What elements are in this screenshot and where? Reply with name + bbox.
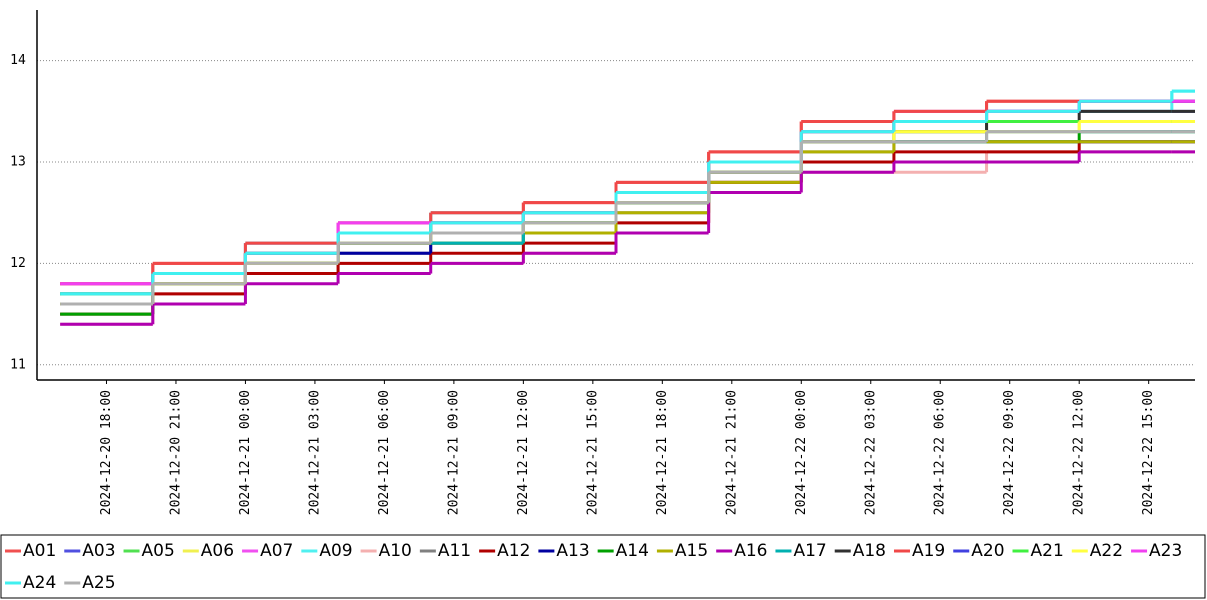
series xyxy=(60,120,1195,296)
x-tick-label: 2024-12-22 09:00 xyxy=(1002,390,1017,515)
x-tick-label: 2024-12-22 03:00 xyxy=(863,390,878,515)
legend-label: A24 xyxy=(23,573,56,593)
legend-label: A17 xyxy=(793,541,826,561)
x-tick-label: 2024-12-21 18:00 xyxy=(655,390,670,515)
legend-label: A18 xyxy=(853,541,886,561)
legend-label: A15 xyxy=(675,541,708,561)
x-tick-label: 2024-12-21 15:00 xyxy=(585,390,600,515)
legend-label: A10 xyxy=(379,541,412,561)
legend-box xyxy=(0,534,1206,599)
plot-area xyxy=(37,60,1195,366)
x-tick-label: 2024-12-22 15:00 xyxy=(1141,390,1156,515)
x-tick-label: 2024-12-20 21:00 xyxy=(168,390,183,515)
y-tick-label: 11 xyxy=(10,357,26,372)
legend-label: A23 xyxy=(1149,541,1182,561)
legend-label: A13 xyxy=(556,541,589,561)
legend-label: A20 xyxy=(971,541,1004,561)
legend-label: A16 xyxy=(734,541,767,561)
series xyxy=(60,99,1195,296)
y-tick-label: 12 xyxy=(10,256,26,271)
legend-label: A07 xyxy=(260,541,293,561)
x-tick-label: 2024-12-21 03:00 xyxy=(307,390,322,515)
legend: A01 A03 A05 A06 A07 A09 A10 A11 A12 A13 A14 A15 A16 A… xyxy=(5,541,1182,593)
x-tick-label: 2024-12-21 06:00 xyxy=(377,390,392,515)
legend-label: A09 xyxy=(319,541,352,561)
legend-label: A25 xyxy=(82,573,115,593)
series xyxy=(60,130,1195,306)
y-tick-label: 14 xyxy=(10,53,26,68)
x-tick-label: 2024-12-21 21:00 xyxy=(724,390,739,515)
x-tick-label: 2024-12-21 12:00 xyxy=(516,390,531,515)
series xyxy=(60,140,1195,316)
legend-label: A03 xyxy=(82,541,115,561)
legend-label: A01 xyxy=(23,541,56,561)
legend-label: A11 xyxy=(438,541,471,561)
x-tick-label: 2024-12-22 06:00 xyxy=(933,390,948,515)
y-tick-label: 13 xyxy=(10,155,26,170)
series xyxy=(60,120,1195,296)
series xyxy=(60,150,1195,326)
legend-label: A14 xyxy=(616,541,649,561)
legend-label: A21 xyxy=(1031,541,1064,561)
x-tick-label: 2024-12-22 00:00 xyxy=(794,390,809,515)
legend-label: A06 xyxy=(201,541,234,561)
x-tick-label: 2024-12-21 00:00 xyxy=(238,390,253,515)
series xyxy=(60,150,1195,326)
legend-label: A05 xyxy=(142,541,175,561)
legend-label: A12 xyxy=(497,541,530,561)
series xyxy=(60,130,1195,306)
x-tick-label: 2024-12-21 09:00 xyxy=(446,390,461,515)
x-tick-label: 2024-12-22 12:00 xyxy=(1072,390,1087,515)
series xyxy=(60,109,1195,306)
legend-label: A22 xyxy=(1090,541,1123,561)
x-tick-label: 2024-12-20 18:00 xyxy=(99,390,114,515)
legend-label: A19 xyxy=(912,541,945,561)
